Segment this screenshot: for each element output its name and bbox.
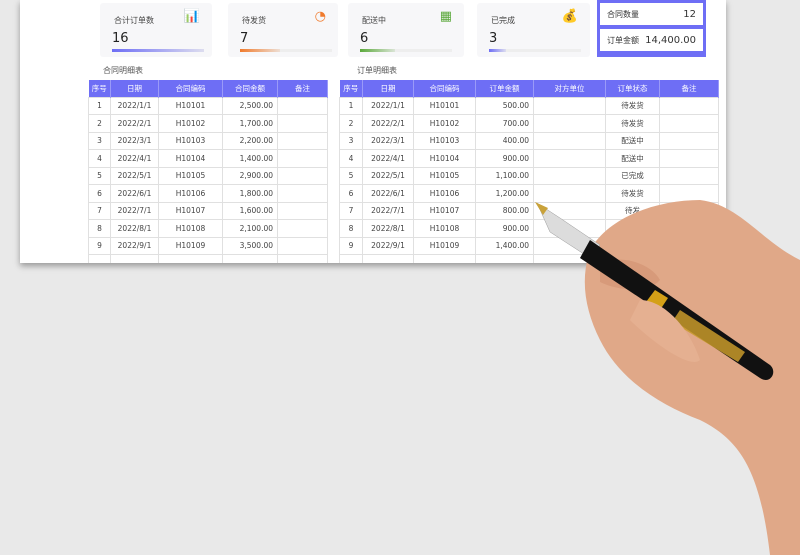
stat-card-value: 7 <box>240 31 249 46</box>
column-header[interactable]: 订单金额 <box>475 80 534 97</box>
column-header[interactable]: 序号 <box>339 80 363 97</box>
pie-chart-icon: ◔ <box>314 9 326 24</box>
column-header[interactable]: 对方单位 <box>533 80 606 97</box>
stat-card-label: 已完成 <box>491 16 515 25</box>
table-row: 6 2022/6/1 H10106 1,200.00 待发货 <box>339 184 719 203</box>
table-row: 3 2022/3/1 H10103 2,200.00 <box>88 131 328 150</box>
stat-card: 已完成 💰 3 <box>477 3 590 57</box>
money-bag-icon: 💰 <box>561 9 578 24</box>
table-row: 3 2022/3/1 H10103 400.00 配送中 <box>339 131 719 150</box>
column-header[interactable]: 备注 <box>659 80 719 97</box>
stat-card-value: 3 <box>489 31 498 46</box>
calculator-icon: ▦ <box>439 9 452 24</box>
order-amount-value: 14,400.00 <box>645 34 696 46</box>
stat-card-value: 6 <box>360 31 369 46</box>
summary-box: 合同数量 12 订单金额 14,400.00 <box>597 0 706 57</box>
column-header[interactable]: 合同编码 <box>158 80 223 97</box>
contract-count-label: 合同数量 <box>607 9 639 19</box>
order-amount-label: 订单金额 <box>607 35 639 45</box>
stat-progress-bar <box>240 49 332 52</box>
presentation-icon: 📊 <box>183 9 200 24</box>
table-row: 9 2022/9/1 H10109 3,500.00 <box>88 236 328 255</box>
table-row: 2 2022/2/1 H10102 1,700.00 <box>88 114 328 133</box>
order-table-title: 订单明细表 <box>357 66 397 75</box>
table-row: 8 2022/8/1 H10108 2,100.00 <box>88 219 328 238</box>
table-row: 5 2022/5/1 H10105 1,100.00 已完成 <box>339 166 719 185</box>
contract-count-value: 12 <box>683 8 696 20</box>
stat-card: 合计订单数 📊 16 <box>100 3 212 57</box>
table-row: 1 2022/1/1 H10101 2,500.00 <box>88 96 328 115</box>
table-row: 4 2022/4/1 H10104 1,400.00 <box>88 149 328 168</box>
column-header[interactable]: 日期 <box>362 80 414 97</box>
stat-card-label: 配送中 <box>362 16 386 25</box>
stat-card-value: 16 <box>112 31 129 46</box>
stat-progress-bar <box>489 49 581 52</box>
contract-table-title: 合同明细表 <box>103 66 143 75</box>
stat-progress-bar <box>112 49 204 52</box>
column-header[interactable]: 合同编码 <box>413 80 476 97</box>
column-header[interactable]: 合同金额 <box>222 80 278 97</box>
contract-table: 序号 日期 合同编码 合同金额 备注 1 2022/1/1 H10101 2,500.00 2 20… <box>88 80 328 263</box>
stat-card-label: 待发货 <box>242 16 266 25</box>
table-row: 7 2022/7/1 H10107 1,600.00 <box>88 201 328 220</box>
column-header[interactable]: 订单状态 <box>605 80 660 97</box>
column-header[interactable]: 序号 <box>88 80 111 97</box>
stat-card: 配送中 ▦ 6 <box>348 3 464 57</box>
column-header[interactable]: 日期 <box>110 80 159 97</box>
table-row: 2 2022/2/1 H10102 700.00 待发货 <box>339 114 719 133</box>
column-header[interactable]: 备注 <box>277 80 328 97</box>
stat-card: 待发货 ◔ 7 <box>228 3 338 57</box>
stat-progress-bar <box>360 49 452 52</box>
stat-card-label: 合计订单数 <box>114 16 154 25</box>
